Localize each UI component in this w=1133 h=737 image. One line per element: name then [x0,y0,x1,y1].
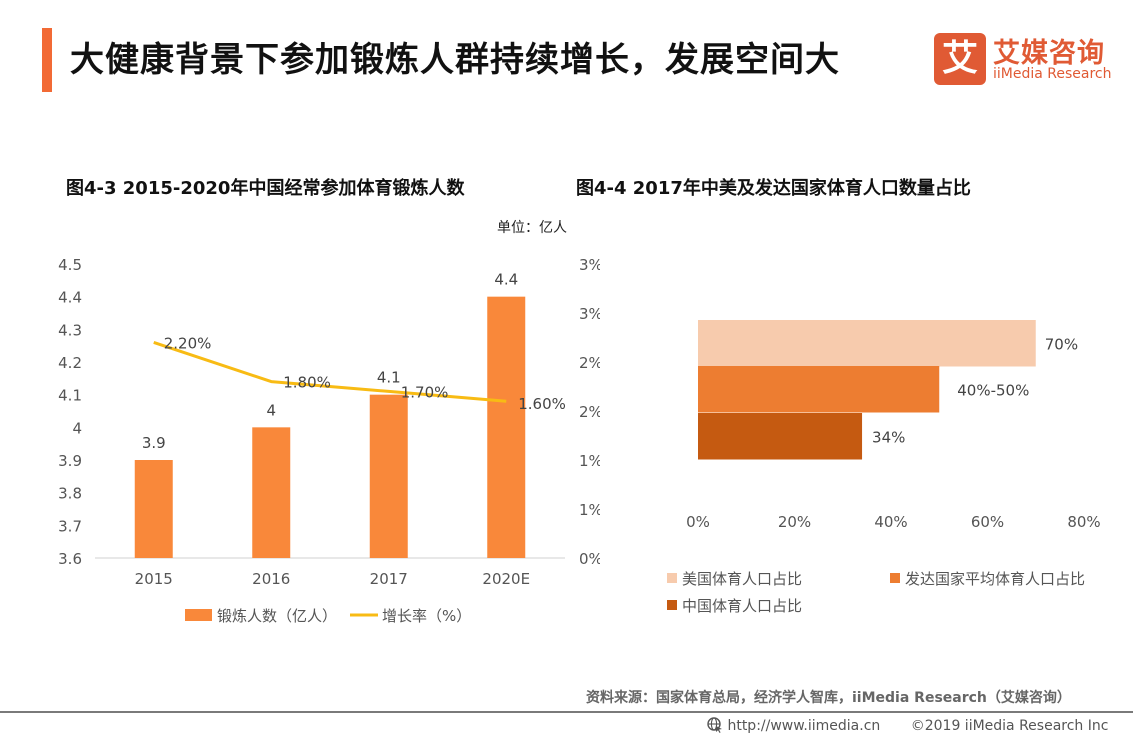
chart-2-title: 图4-4 2017年中美及发达国家体育人口数量占比 [576,178,971,199]
chart-1-unit-label: 单位：亿人 [497,220,567,236]
logo-mark: 艾 [934,33,986,85]
legend-label: 发达国家平均体育人口占比 [905,570,1085,588]
chart-1-combo: 3.6 3.7 3.8 3.9 4 4.1 4.2 4.3 4.4 4.5 0% 1% 1% 2% 2% 3%… [58,256,600,625]
growth-rate-label: 1.70% [401,383,449,401]
y-left-tick-label: 3.7 [58,517,82,535]
y-right-tick-label: 1% [579,501,600,519]
logo-name-cn: 艾媒咨询 [993,38,1105,69]
x-tick-label: 60% [971,513,1004,531]
x-tick-label: 0% [686,513,710,531]
bar-2015 [134,460,173,558]
bar-value-label: 4 [266,401,276,419]
legend-label-bar: 锻炼人数（亿人） [217,607,337,625]
x-tick-label: 2015 [135,570,173,588]
copyright-text: ©2019 iiMedia Research Inc [910,718,1109,734]
page-title: 大健康背景下参加锻炼人群持续增长，发展空间大 [70,40,840,80]
bar-value-label: 4.1 [377,369,401,387]
bar-2016 [252,427,291,558]
y-right-tick-label: 1% [579,452,600,470]
iimedia-logo: 艾 艾媒咨询 iiMedia Research [934,33,1133,85]
x-tick-label: 2016 [252,570,290,588]
x-tick-label: 20% [778,513,811,531]
footer: http://www.iimedia.cn ©2019 iiMedia Rese… [707,717,1108,734]
hbar-2 [698,413,863,460]
hbar-value-label: 40%-50% [957,381,1029,399]
y-left-tick-label: 4 [72,419,82,437]
legend-swatch [667,573,677,583]
y-right-tick-label: 3% [579,256,600,274]
x-tick-label: 2020E [482,570,530,588]
y-right-tick-label: 3% [579,305,600,323]
footer-divider [0,711,1133,713]
hbar-0 [698,320,1036,367]
bar-value-label: 3.9 [142,434,166,452]
y-left-tick-label: 3.6 [58,550,82,568]
x-tick-label: 2017 [370,570,408,588]
y-left-tick-label: 4.2 [58,354,82,372]
legend-swatch [890,573,900,583]
growth-rate-label: 2.20% [164,334,212,352]
legend-label-line: 增长率（%） [382,607,471,625]
y-left-tick-label: 3.8 [58,485,82,503]
legend-swatch-bar [185,609,212,621]
bar-2020E [487,296,526,558]
legend-swatch [667,600,677,610]
y-right-tick-label: 2% [579,354,600,372]
x-tick-label: 80% [1067,513,1100,531]
globe-cursor-icon [707,717,727,734]
logo-name-en: iiMedia Research [993,66,1112,82]
growth-rate-label: 1.60% [518,395,566,413]
bar-2017 [369,394,408,558]
hbar-value-label: 34% [872,428,905,446]
y-left-tick-label: 3.9 [58,452,82,470]
chart-1-title: 图4-3 2015-2020年中国经常参加体育锻炼人数 [66,178,465,199]
y-left-tick-label: 4.5 [58,256,82,274]
legend-label: 中国体育人口占比 [682,597,802,615]
y-right-tick-label: 2% [579,403,600,421]
y-left-tick-label: 4.1 [58,387,82,405]
y-left-tick-label: 4.3 [58,321,82,339]
hbar-1 [698,366,940,413]
y-right-tick-label: 0% [579,550,600,568]
growth-rate-label: 1.80% [283,374,331,392]
title-accent-bar [42,28,52,92]
growth-rate-line [153,340,507,403]
chart-2-horizontal-bar: 70% 40%-50% 34% 0% 20% 40% 60% 80% 美国体育人口占比 发达国家平… [667,320,1101,615]
legend-label: 美国体育人口占比 [682,570,802,588]
hbar-value-label: 70% [1045,335,1078,353]
bar-value-label: 4.4 [494,271,518,289]
x-tick-label: 40% [874,513,907,531]
source-note: 资料来源：国家体育总局，经济学人智库，iiMedia Research（艾媒咨询… [586,690,1071,706]
website-link[interactable]: http://www.iimedia.cn [727,718,881,734]
y-left-tick-label: 4.4 [58,289,82,307]
